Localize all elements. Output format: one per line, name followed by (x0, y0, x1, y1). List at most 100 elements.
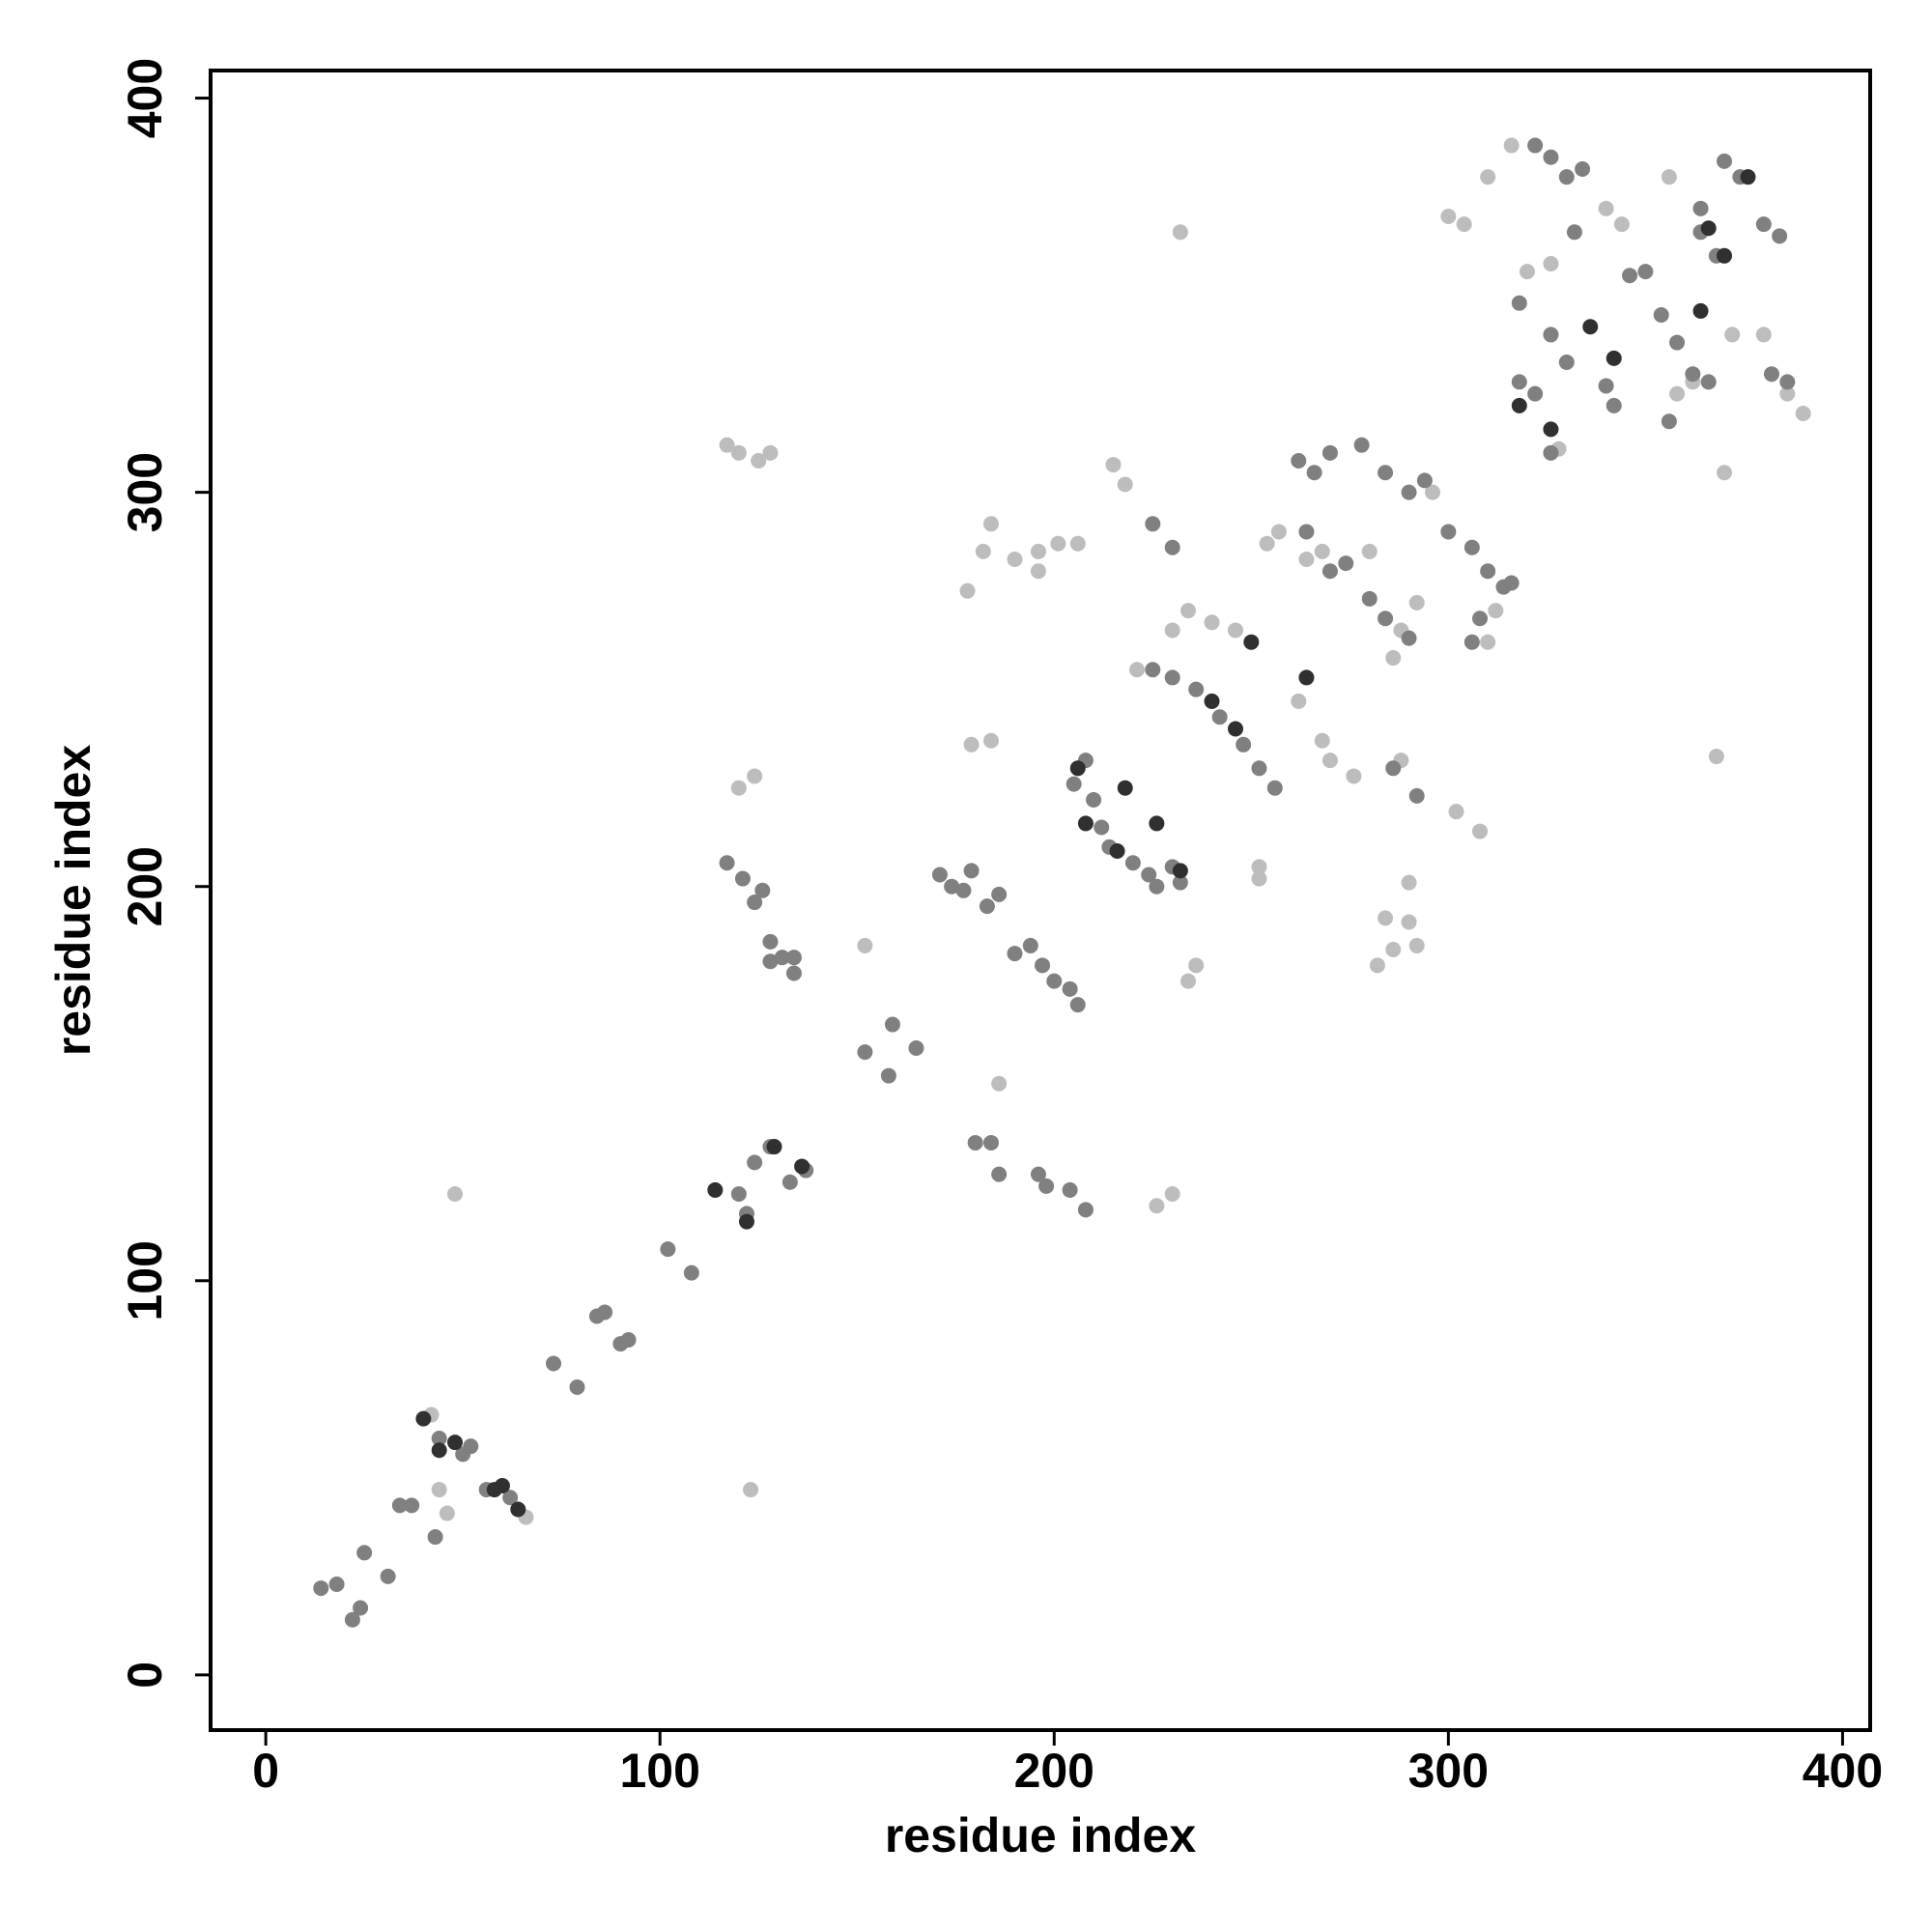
point (1763, 366, 1779, 383)
point (979, 898, 995, 915)
point (1172, 224, 1188, 241)
x-tick-label: 400 (1803, 1744, 1883, 1798)
point (1661, 413, 1677, 430)
point (1149, 878, 1165, 895)
point (1069, 760, 1086, 777)
point (1511, 374, 1527, 390)
point (1141, 867, 1157, 883)
point (1298, 524, 1315, 540)
y-tick-label: 0 (118, 1662, 172, 1689)
point (1511, 295, 1527, 311)
point (982, 732, 999, 749)
point (785, 950, 802, 966)
point (404, 1497, 420, 1514)
point (1401, 914, 1417, 930)
point (1164, 669, 1180, 686)
point (415, 1410, 432, 1427)
point (1408, 594, 1425, 611)
point (1401, 874, 1417, 891)
point (356, 1545, 373, 1561)
point (747, 768, 763, 784)
point (1128, 662, 1145, 678)
point (1314, 543, 1330, 559)
point (751, 452, 767, 469)
point (502, 1490, 519, 1506)
point (1046, 973, 1063, 989)
point (1440, 524, 1457, 540)
point (569, 1378, 585, 1395)
point (1480, 634, 1496, 650)
point (1321, 563, 1338, 580)
y-axis-title: residue index (46, 745, 100, 1057)
point (1077, 815, 1094, 832)
point (1065, 776, 1082, 792)
point (1543, 421, 1559, 438)
point (747, 895, 763, 911)
point (1243, 634, 1260, 650)
point (707, 1181, 724, 1198)
point (1527, 385, 1544, 402)
point (494, 1477, 510, 1493)
point (730, 780, 747, 796)
point (719, 855, 735, 871)
point (1401, 630, 1417, 646)
point (1692, 302, 1709, 319)
point (344, 1611, 360, 1628)
point (1164, 622, 1180, 639)
point (1661, 169, 1677, 185)
point (1472, 611, 1489, 627)
point (1346, 768, 1362, 784)
point (1204, 614, 1220, 631)
point (1527, 137, 1544, 154)
point (1321, 444, 1338, 461)
x-tick-label: 0 (252, 1744, 279, 1798)
point (766, 1139, 782, 1155)
point (328, 1577, 345, 1593)
point (1291, 452, 1307, 469)
point (774, 950, 790, 966)
point (1755, 216, 1772, 233)
point (857, 1044, 873, 1061)
point (1204, 693, 1220, 709)
point (1069, 997, 1086, 1013)
point (1692, 200, 1709, 216)
point (857, 937, 873, 953)
point (991, 1166, 1008, 1182)
point (391, 1497, 408, 1514)
point (1416, 472, 1433, 489)
point (1030, 1166, 1046, 1182)
x-axis-title: residue index (885, 1808, 1197, 1862)
point (1038, 1178, 1055, 1194)
point (510, 1501, 526, 1518)
point (1385, 942, 1402, 958)
point (1440, 208, 1457, 224)
point (1086, 791, 1102, 808)
point (1463, 634, 1480, 650)
point (762, 953, 779, 970)
point (1007, 552, 1023, 568)
point (1259, 535, 1275, 552)
point (427, 1529, 443, 1546)
point (1007, 946, 1023, 962)
point (975, 543, 991, 559)
point (880, 1067, 896, 1084)
point (1298, 669, 1315, 686)
point (353, 1600, 369, 1616)
point (743, 1482, 759, 1498)
point (1408, 937, 1425, 953)
point (754, 882, 771, 898)
point (955, 882, 972, 898)
point (730, 1186, 747, 1203)
point (1369, 957, 1385, 974)
plot-frame (209, 69, 1872, 1732)
point (1062, 1181, 1078, 1198)
point (1180, 603, 1197, 619)
point (1251, 760, 1267, 777)
point (1685, 366, 1701, 383)
y-tick-label: 100 (118, 1240, 172, 1321)
y-tick-label: 200 (118, 846, 172, 926)
point (1408, 787, 1425, 804)
point (1717, 465, 1733, 481)
point (1558, 169, 1575, 185)
